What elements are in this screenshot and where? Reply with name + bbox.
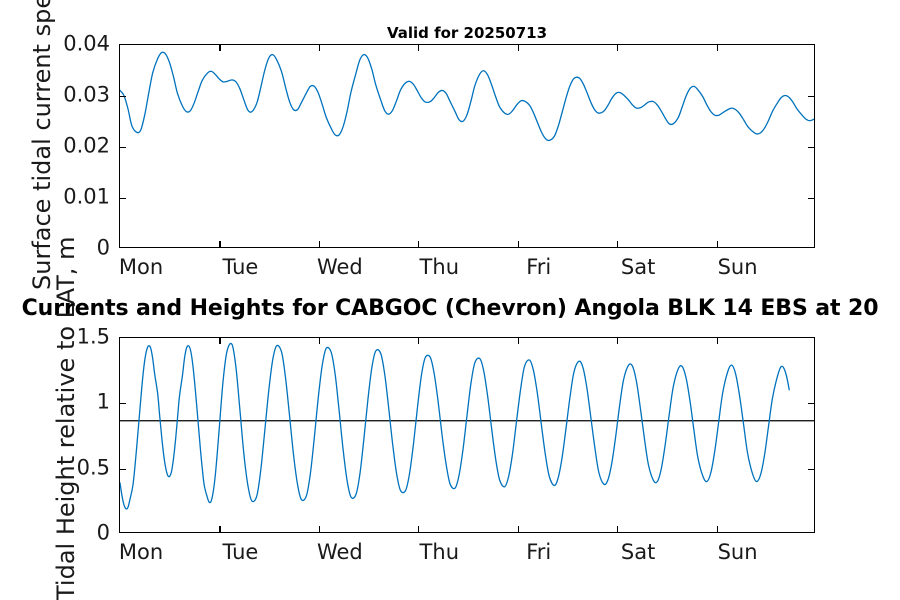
x-axis-tick: [318, 526, 320, 532]
data-series-line: [120, 343, 789, 508]
x-axis-tick: [716, 241, 718, 247]
x-axis-tick: [716, 526, 718, 532]
y-axis-tick: [808, 468, 814, 470]
chart-plot-area-tidal-height[interactable]: [119, 337, 815, 533]
x-tick-label: Mon: [118, 255, 164, 279]
x-tick-label: Mon: [118, 540, 164, 564]
x-axis-tick: [716, 338, 718, 344]
y-axis-tick: [808, 198, 814, 200]
x-tick-label: Sat: [620, 540, 656, 564]
x-tick-label: Thu: [419, 540, 460, 564]
x-axis-tick: [318, 241, 320, 247]
x-axis-tick: [617, 338, 619, 344]
y-tick-label: 1.5: [76, 324, 110, 349]
y-tick-label: 0.01: [63, 184, 110, 209]
y-axis-tick: [120, 96, 126, 98]
x-tick-label: Sun: [717, 255, 758, 279]
y-tick-label: 0: [96, 520, 110, 545]
data-series-line: [120, 52, 814, 140]
chart-plot-area-current-speed[interactable]: [119, 44, 815, 248]
x-axis-tick: [517, 526, 519, 532]
y-axis-tick: [120, 198, 126, 200]
y-tick-label: 0.02: [63, 133, 110, 158]
y-tick-label: 0.5: [76, 455, 110, 480]
x-axis-tick: [219, 45, 221, 51]
x-tick-label: Fri: [526, 540, 552, 564]
y-tick-label: 1: [96, 389, 110, 414]
x-axis-tick: [318, 338, 320, 344]
x-axis-tick: [418, 526, 420, 532]
current-speed-line-plot: [120, 45, 814, 247]
x-tick-label: Sun: [717, 540, 758, 564]
y-axis-tick: [120, 468, 126, 470]
x-axis-tick: [219, 526, 221, 532]
x-axis-tick: [517, 241, 519, 247]
x-tick-label: Tue: [222, 540, 259, 564]
x-tick-label: Sat: [620, 255, 656, 279]
y-axis-tick: [120, 147, 126, 149]
x-axis-tick: [219, 241, 221, 247]
x-tick-label: Tue: [222, 255, 259, 279]
tidal-height-line-plot: [120, 338, 814, 532]
x-axis-tick: [617, 45, 619, 51]
x-axis-tick: [318, 45, 320, 51]
y-axis-title-bottom: Tidal Height relative to LAT, m: [52, 236, 80, 600]
x-axis-tick: [418, 45, 420, 51]
y-tick-label: 0: [96, 235, 110, 260]
x-axis-tick: [617, 526, 619, 532]
x-tick-label: Thu: [419, 255, 460, 279]
x-tick-label: Wed: [316, 255, 363, 279]
x-tick-label: Wed: [316, 540, 363, 564]
y-axis-tick: [808, 147, 814, 149]
x-axis-tick: [716, 45, 718, 51]
y-tick-label: 0.03: [63, 82, 110, 107]
x-axis-tick: [418, 338, 420, 344]
x-axis-tick: [517, 45, 519, 51]
figure-banner-title: Currents and Heights for CABGOC (Chevron…: [21, 296, 879, 321]
x-axis-tick: [219, 338, 221, 344]
x-axis-tick: [418, 241, 420, 247]
x-tick-label: Fri: [526, 255, 552, 279]
x-axis-tick: [517, 338, 519, 344]
y-axis-tick: [808, 403, 814, 405]
y-axis-tick: [120, 403, 126, 405]
y-axis-tick: [808, 96, 814, 98]
y-tick-label: 0.04: [63, 31, 110, 56]
x-axis-tick: [617, 241, 619, 247]
subplot-title: Valid for 20250713: [386, 24, 548, 42]
